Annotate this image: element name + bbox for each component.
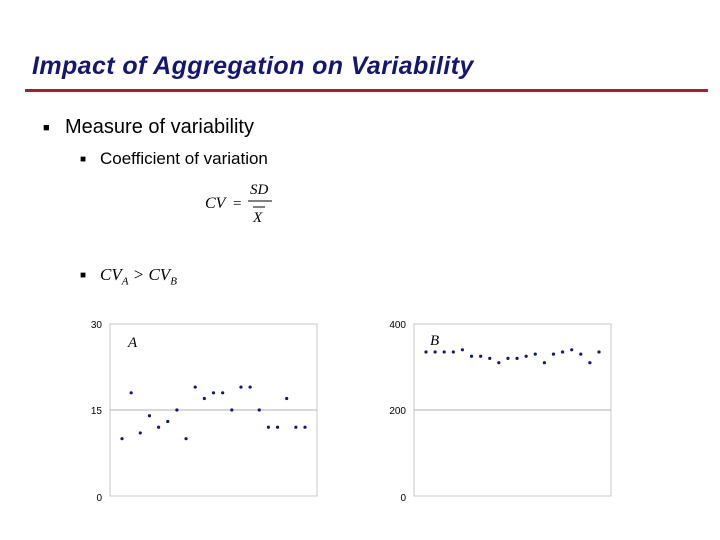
data-point — [266, 425, 270, 429]
y-tick-mid: 200 — [389, 406, 406, 417]
data-point — [551, 352, 556, 356]
y-tick-top: 30 — [91, 320, 103, 331]
scatter-chart-b: 400 200 0 B — [378, 312, 623, 512]
data-point — [442, 350, 446, 354]
formula-equals: = — [233, 196, 241, 212]
data-point — [515, 356, 519, 360]
bullet-text: Measure of variability — [65, 116, 254, 138]
formula-numerator: SD — [250, 182, 269, 198]
cv-a: CV — [100, 265, 122, 284]
data-point — [257, 408, 261, 412]
data-point — [275, 425, 280, 429]
data-point — [129, 391, 133, 395]
gt-sign: > — [132, 265, 145, 284]
sub-a: A — [121, 275, 129, 288]
data-point — [469, 354, 474, 358]
data-point — [175, 408, 179, 412]
bullet-measure-of-variability: ■ Measure of variability — [43, 116, 254, 139]
formula-denominator: X — [252, 210, 263, 226]
square-bullet-icon: ■ — [80, 154, 87, 166]
data-point — [497, 361, 501, 365]
data-point — [184, 437, 188, 441]
square-bullet-icon: ■ — [43, 121, 50, 134]
bullet-text: Coefficient of variation — [100, 149, 268, 168]
cv-b: CV — [148, 265, 171, 284]
scatter-chart-a: 30 15 0 A — [80, 312, 325, 512]
cv-formula: CV = SD X — [205, 180, 280, 228]
data-point — [460, 348, 465, 352]
data-point — [230, 408, 234, 412]
data-point — [138, 431, 142, 435]
panel-label-a: A — [127, 335, 138, 351]
data-point — [451, 350, 455, 354]
data-point — [239, 385, 243, 389]
data-point — [533, 352, 537, 356]
inequality: CVA > CVB — [100, 265, 177, 288]
slide-title: Impact of Aggregation on Variability — [32, 52, 474, 80]
data-point — [303, 425, 307, 429]
y-tick-bottom: 0 — [96, 493, 102, 504]
data-point — [524, 354, 528, 358]
data-point — [424, 350, 428, 354]
panel-label-b: B — [430, 333, 439, 349]
data-point — [542, 361, 546, 365]
data-point — [570, 348, 574, 352]
data-point — [211, 391, 216, 395]
data-point — [202, 396, 206, 401]
data-point — [120, 437, 124, 441]
data-point — [479, 354, 483, 358]
sub-b: B — [170, 275, 177, 288]
data-point — [221, 391, 225, 395]
data-point — [166, 419, 170, 424]
data-point — [193, 385, 197, 389]
data-point — [248, 385, 252, 389]
data-point — [579, 352, 583, 356]
data-point — [597, 350, 601, 354]
data-point — [506, 356, 510, 360]
data-point — [433, 350, 437, 354]
title-rule — [25, 89, 708, 92]
y-tick-top: 400 — [389, 320, 406, 331]
formula-lhs: CV — [205, 195, 228, 212]
data-point — [147, 414, 152, 418]
data-point — [588, 361, 592, 365]
data-point — [157, 425, 161, 429]
bullet-cv-inequality: ■ CVA > CVB — [80, 265, 177, 287]
bullet-coefficient-of-variation: ■ Coefficient of variation — [80, 149, 268, 169]
square-bullet-icon: ■ — [80, 270, 87, 282]
y-tick-mid: 15 — [91, 406, 103, 417]
data-point — [488, 356, 492, 360]
data-point — [285, 396, 289, 401]
data-point — [294, 425, 298, 429]
data-point — [560, 350, 565, 354]
y-tick-bottom: 0 — [400, 493, 406, 504]
